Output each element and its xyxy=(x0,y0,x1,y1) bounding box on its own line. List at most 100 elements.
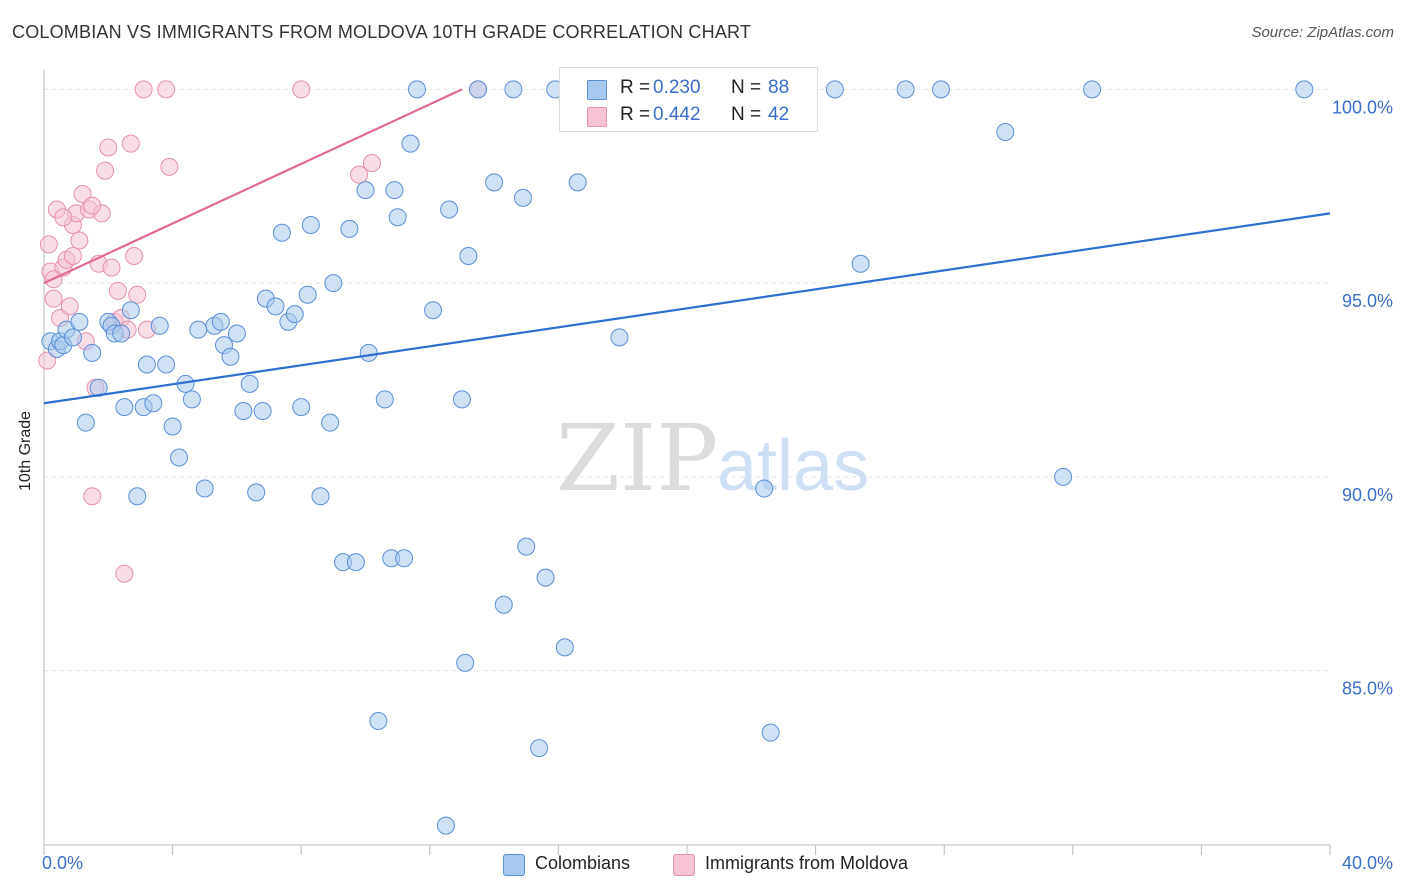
data-point-moldova xyxy=(350,165,369,184)
data-point-colombian xyxy=(324,274,343,293)
legend-row-colombians: R = 0.230 N = 88 xyxy=(560,74,817,102)
legend-row-moldova: R = 0.442 N = 42 xyxy=(560,101,817,129)
data-point-moldova xyxy=(60,297,79,316)
watermark-zip: ZIP xyxy=(556,405,718,512)
data-point-colombian xyxy=(157,355,176,374)
legend-r-label: R = xyxy=(620,104,651,125)
legend-n-value: 42 xyxy=(768,104,790,125)
data-point-colombian xyxy=(227,324,246,343)
data-point-colombian xyxy=(182,390,201,409)
data-point-moldova xyxy=(121,134,140,153)
source-label: Source: ZipAtlas.com xyxy=(1251,24,1394,41)
data-point-moldova xyxy=(44,289,63,308)
data-point-colombian xyxy=(112,324,131,343)
data-point-colombian xyxy=(70,312,89,331)
data-point-colombian xyxy=(996,123,1015,141)
data-point-moldova xyxy=(108,281,127,300)
data-point-colombian xyxy=(375,390,394,409)
data-point-moldova xyxy=(96,161,115,180)
data-point-colombian xyxy=(137,355,156,374)
data-point-colombian xyxy=(311,487,330,506)
data-point-colombian xyxy=(115,398,134,417)
data-point-colombian xyxy=(395,549,414,568)
data-point-colombian xyxy=(63,328,82,347)
data-point-moldova xyxy=(102,258,121,277)
axes xyxy=(43,70,1331,855)
data-point-moldova xyxy=(38,351,57,370)
data-point-colombian xyxy=(469,80,488,99)
data-point-colombian xyxy=(514,188,533,207)
x-tick-label: 40.0% xyxy=(1342,853,1393,873)
data-point-colombian xyxy=(321,413,340,432)
legend-r-value: 0.230 xyxy=(653,77,701,98)
legend-swatch-pink xyxy=(587,107,607,127)
data-point-colombian xyxy=(292,398,311,417)
data-point-moldova xyxy=(115,564,134,583)
data-point-colombian xyxy=(459,247,478,265)
legend-n-value: 88 xyxy=(768,77,790,98)
legend-label-moldova: Immigrants from Moldova xyxy=(705,853,909,873)
data-point-moldova xyxy=(54,208,73,227)
data-point-moldova xyxy=(70,231,89,250)
data-point-colombian xyxy=(485,173,504,192)
data-point-colombian xyxy=(1295,80,1314,99)
trend-lines xyxy=(43,88,1331,405)
data-point-moldova xyxy=(292,80,311,99)
data-point-colombian xyxy=(530,739,549,758)
data-point-colombian xyxy=(189,320,208,339)
data-point-colombian xyxy=(121,301,140,320)
data-point-colombian xyxy=(285,305,304,324)
data-point-moldova xyxy=(99,138,118,157)
data-point-colombian xyxy=(401,134,420,153)
data-point-moldova xyxy=(63,247,82,265)
data-point-colombian xyxy=(163,417,182,436)
legend-r-label: R = xyxy=(620,77,651,98)
trend-line-moldova xyxy=(43,88,463,285)
data-point-colombian xyxy=(195,479,214,498)
data-point-colombian xyxy=(346,553,365,572)
data-point-colombian xyxy=(761,723,780,742)
data-point-colombian xyxy=(1083,80,1102,99)
legend-swatch-pink xyxy=(673,854,695,876)
data-point-colombian xyxy=(452,390,471,409)
x-tick-label: 0.0% xyxy=(42,853,83,873)
data-point-moldova xyxy=(160,157,179,176)
data-point-colombian xyxy=(436,816,455,835)
data-point-colombian xyxy=(896,80,915,99)
data-point-colombian xyxy=(825,80,844,99)
data-point-colombian xyxy=(266,297,285,316)
data-point-moldova xyxy=(125,247,144,265)
data-point-colombian xyxy=(755,479,774,498)
data-point-moldova xyxy=(73,185,92,203)
data-point-colombian xyxy=(253,402,272,420)
data-point-colombian xyxy=(407,80,426,99)
data-point-colombian xyxy=(385,181,404,200)
data-point-colombian xyxy=(424,301,443,320)
legend-n-label: N = xyxy=(731,77,762,98)
y-tick-label: 90.0% xyxy=(1342,485,1393,505)
data-point-colombian xyxy=(247,483,266,502)
data-point-colombian xyxy=(851,254,870,273)
data-point-moldova xyxy=(83,196,102,215)
data-point-colombian xyxy=(211,312,230,331)
data-point-moldova xyxy=(128,285,147,304)
data-point-colombian xyxy=(931,80,950,99)
legend-swatch-blue xyxy=(503,854,525,876)
data-point-colombian xyxy=(356,181,375,200)
y-tick-label: 95.0% xyxy=(1342,291,1393,311)
legend-r-value: 0.442 xyxy=(653,104,701,125)
data-point-colombian xyxy=(456,653,475,672)
watermark: ZIP atlas xyxy=(556,405,869,512)
data-point-colombian xyxy=(517,537,536,556)
data-point-moldova xyxy=(362,154,381,172)
data-point-colombian xyxy=(83,343,102,362)
data-point-colombian xyxy=(388,208,407,227)
data-point-moldova xyxy=(157,80,176,99)
data-point-colombian xyxy=(340,219,359,238)
data-point-colombian xyxy=(1054,467,1073,486)
data-point-colombian xyxy=(128,487,147,506)
data-point-colombian xyxy=(272,223,291,242)
data-point-colombian xyxy=(301,216,320,234)
data-point-colombian xyxy=(234,402,253,420)
